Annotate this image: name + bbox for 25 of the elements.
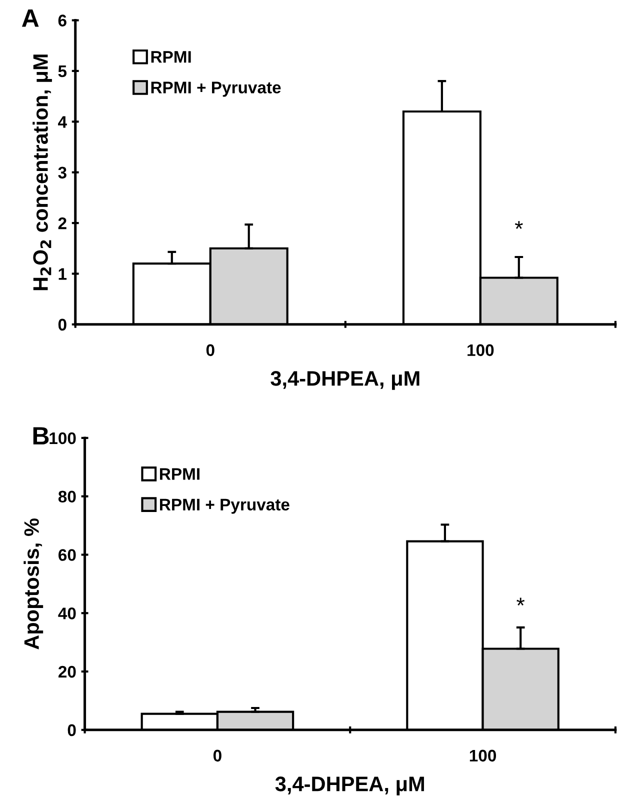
- text: A: [22, 10, 39, 27]
- y-tick-label: 3: [58, 166, 66, 179]
- y-tick-label: 80: [58, 490, 76, 503]
- y-tick-label: 60: [58, 549, 76, 561]
- annotation: *: [516, 598, 525, 606]
- y-tick-label: 0: [68, 724, 76, 736]
- text: B: [33, 427, 49, 444]
- legend-label: RPMI: [160, 468, 200, 480]
- y-tick-label: 5: [58, 66, 67, 78]
- legend-label: RPMI + Pyruvate: [160, 498, 290, 514]
- x-axis-title: 3,4-DHPEA, μM: [275, 776, 424, 796]
- y-axis-title: Apoptosis, %: [24, 518, 44, 650]
- annotation: *: [514, 221, 523, 229]
- y-tick-label: 0: [58, 318, 66, 331]
- y-tick-label: 2: [58, 217, 66, 230]
- x-axis-title: 3,4-DHPEA, μM: [270, 371, 420, 390]
- y-tick-label: 1: [58, 268, 67, 280]
- y-tick-label: 6: [58, 14, 66, 26]
- y-tick-label: 40: [58, 608, 76, 620]
- y-axis-title: H$_{2}$O$_{2}$ concentration, μM: [32, 54, 52, 290]
- y-tick-label: 100: [50, 432, 76, 444]
- legend-label: RPMI + Pyruvate: [151, 82, 281, 97]
- y-tick-label: 20: [58, 666, 76, 678]
- y-tick-label: 4: [58, 116, 67, 128]
- legend-label: RPMI: [151, 51, 191, 63]
